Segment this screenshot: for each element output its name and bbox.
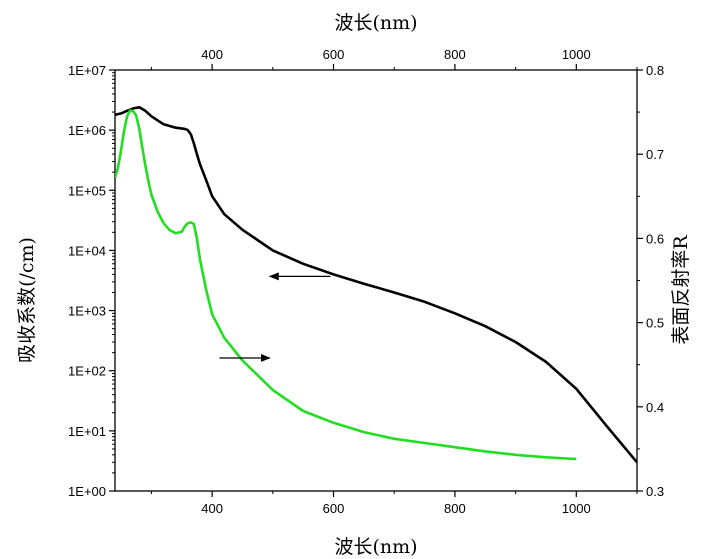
- y-left-tick-label: 1E+04: [68, 243, 106, 258]
- y-right-tick-label: 0.3: [646, 484, 664, 499]
- x-top-tick-label: 400: [201, 47, 223, 62]
- y-left-tick-label: 1E+06: [68, 123, 106, 138]
- x-bottom-tick-label: 600: [323, 501, 345, 516]
- x-top-tick-label: 800: [444, 47, 466, 62]
- x-bottom-tick-label: 400: [201, 501, 223, 516]
- x-axis-label-bottom: 波长(nm): [334, 536, 417, 558]
- y-left-tick-label: 1E+03: [68, 304, 106, 319]
- y-left-tick-label: 1E+00: [68, 484, 106, 499]
- y-right-tick-label: 0.7: [646, 147, 664, 162]
- y-right-tick-label: 0.8: [646, 63, 664, 78]
- x-bottom-tick-label: 1000: [562, 501, 591, 516]
- y-left-tick-label: 1E+07: [68, 63, 106, 78]
- y-left-tick-label: 1E+02: [68, 364, 106, 379]
- right-axis-ticks: 0.3 0.4 0.5 0.6 0.7 0.8: [637, 63, 664, 499]
- x-axis-label-top: 波长(nm): [334, 12, 417, 34]
- y-left-tick-label: 1E+01: [68, 424, 106, 439]
- y-right-tick-label: 0.4: [646, 400, 664, 415]
- y-axis-label-left: 吸收系数(/cm): [16, 237, 38, 363]
- x-top-tick-label: 600: [323, 47, 345, 62]
- series-green-line: [115, 109, 577, 461]
- y-axis-label-right: 表面反射率R: [670, 235, 692, 345]
- left-axis-ticks: 1E+00 1E+01 1E+02 1E+03 1E+04 1E+05 1E+06 1E+07: [68, 63, 115, 499]
- bottom-axis-ticks: 400 600 800 1000: [150, 491, 638, 516]
- series-black-line: [115, 106, 637, 464]
- y-right-tick-label: 0.5: [646, 316, 664, 331]
- y-right-tick-label: 0.6: [646, 231, 664, 246]
- plot-frame: [114, 69, 638, 492]
- y-left-tick-label: 1E+05: [68, 183, 106, 198]
- x-bottom-tick-label: 800: [444, 501, 466, 516]
- x-top-tick-label: 1000: [562, 47, 591, 62]
- top-axis-ticks: 400 600 800 1000: [150, 47, 638, 70]
